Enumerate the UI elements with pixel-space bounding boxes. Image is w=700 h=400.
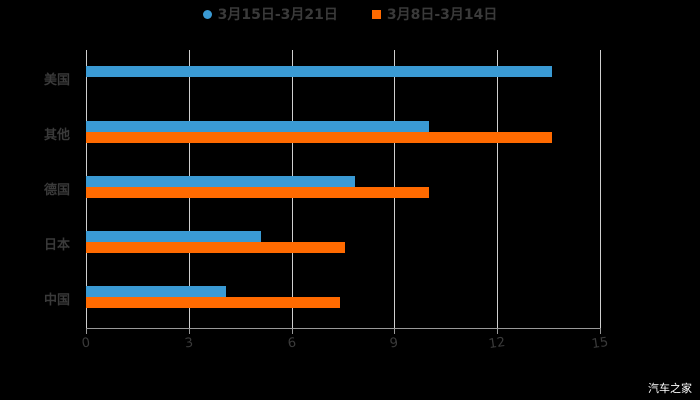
bar[interactable] — [86, 231, 261, 242]
x-axis — [86, 328, 601, 329]
watermark: 汽车之家 — [648, 382, 692, 395]
x-tick-label: 9 — [389, 335, 400, 352]
axis-tick — [497, 328, 499, 334]
bar[interactable] — [86, 242, 345, 253]
bar[interactable] — [86, 286, 227, 297]
category-label: 日本 — [44, 238, 71, 253]
legend-item-series2[interactable]: 3月8日-3月14日 — [371, 4, 498, 24]
x-tick-label: 0 — [80, 335, 92, 352]
axis-tick — [394, 328, 396, 334]
gridline — [497, 50, 499, 328]
bar[interactable] — [86, 66, 553, 77]
gridline — [600, 50, 601, 328]
x-tick-label: 15 — [590, 334, 610, 353]
category-label: 中国 — [44, 293, 71, 308]
legend-item-series1[interactable]: 3月15日-3月21日 — [202, 4, 338, 24]
bar[interactable] — [86, 176, 355, 187]
bar[interactable] — [86, 187, 429, 198]
legend-square-icon — [371, 9, 381, 19]
category-label: 德国 — [44, 183, 71, 198]
legend-label: 3月15日-3月21日 — [217, 7, 338, 23]
axis-tick — [291, 328, 293, 334]
category-label: 其他 — [44, 128, 71, 143]
bar[interactable] — [86, 121, 429, 132]
axis-tick — [86, 328, 87, 334]
bar[interactable] — [86, 132, 553, 143]
axis-tick — [188, 328, 190, 334]
bar[interactable] — [86, 297, 340, 308]
axis-tick — [600, 328, 601, 334]
chart-legend: 3月15日-3月21日 3月8日-3月14日 — [0, 4, 700, 24]
category-label: 美国 — [44, 73, 71, 88]
x-tick-label: 3 — [183, 335, 194, 352]
x-tick-label: 6 — [286, 335, 297, 352]
legend-dot-icon — [202, 9, 212, 19]
legend-label: 3月8日-3月14日 — [386, 7, 498, 23]
x-tick-label: 12 — [487, 334, 507, 353]
